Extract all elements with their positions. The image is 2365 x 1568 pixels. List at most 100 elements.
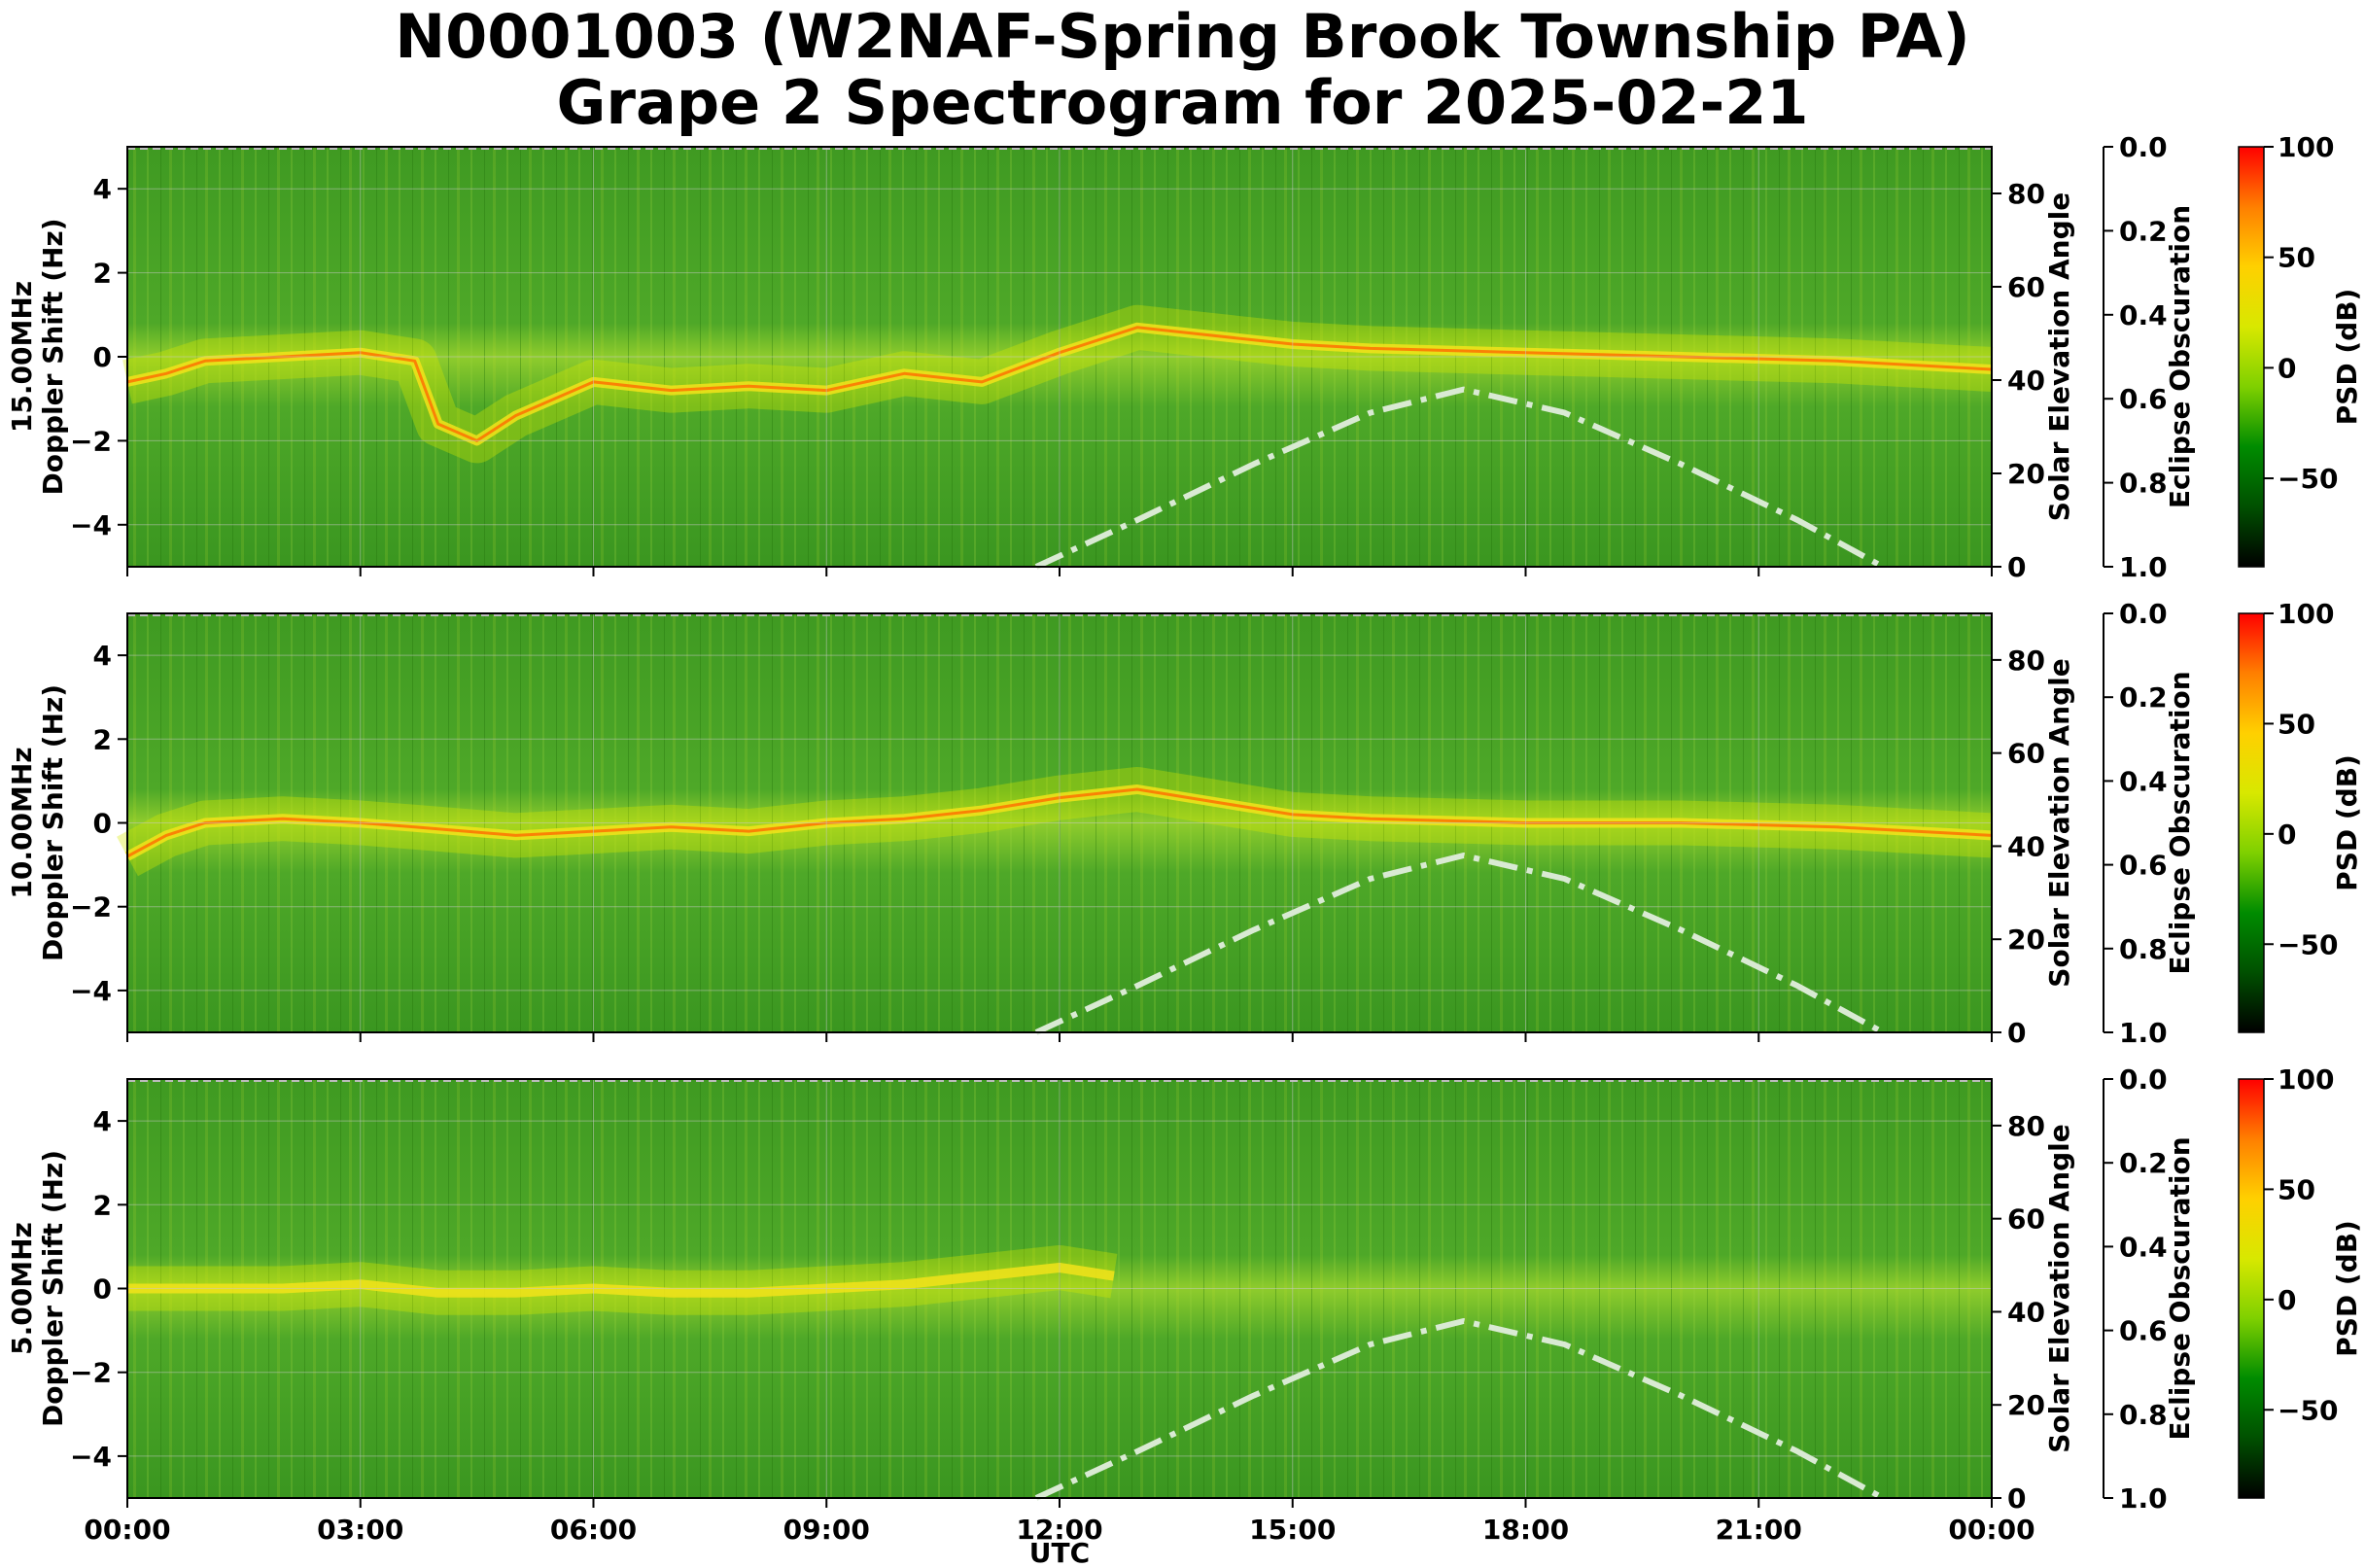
y-axis-label-doppler: Doppler Shift (Hz) (37, 1150, 69, 1427)
solar-elevation-curve (1034, 386, 1885, 570)
figure-title-line2: Grape 2 Spectrogram for 2025-02-21 (556, 67, 1809, 138)
colorbar-tick-label: −50 (2278, 928, 2338, 960)
colorbar (2238, 612, 2265, 1033)
y-axis-label-frequency: 10.00MHz (6, 747, 38, 898)
x-axis-label: UTC (1029, 1537, 1090, 1568)
y-tick-label: −2 (70, 1357, 112, 1389)
colorbar-tick-label: 100 (2278, 598, 2334, 630)
doppler-trace (127, 1263, 1115, 1298)
y3-tick-label: 0.6 (2119, 383, 2168, 415)
colorbar-label: PSD (dB) (2331, 754, 2363, 891)
y-tick-label: 2 (93, 1189, 112, 1221)
y3-axis-label: Eclipse Obscuration (2164, 205, 2196, 508)
y3-tick-label: 0.2 (2119, 681, 2168, 714)
y3-tick-label: 0.4 (2119, 765, 2168, 797)
y-tick-label: 4 (93, 173, 112, 205)
x-tick-label: 03:00 (317, 1514, 403, 1546)
x-tick-label: 00:00 (1948, 1514, 2035, 1546)
y3-tick-label: 1.0 (2119, 1017, 2168, 1049)
y-axis-label-doppler: Doppler Shift (Hz) (37, 218, 69, 495)
spectrogram-panel: 420−2−415.00MHz Doppler Shift (Hz)8060402… (6, 131, 2363, 583)
colorbar (2238, 146, 2265, 568)
y-axis-label-frequency: 5.00MHz (6, 1222, 38, 1355)
x-tick-label: 21:00 (1716, 1514, 1802, 1546)
y-tick-label: 2 (93, 258, 112, 290)
y3-tick-label: 0.4 (2119, 299, 2168, 331)
y2-axis-label: Solar Elevation Angle (2043, 658, 2075, 987)
x-tick-label: 18:00 (1482, 1514, 1569, 1546)
colorbar-label: PSD (dB) (2331, 1220, 2363, 1357)
colorbar-tick-label: 100 (2278, 1063, 2334, 1096)
y3-tick-label: 1.0 (2119, 551, 2168, 583)
y-tick-label: −2 (70, 891, 112, 923)
y3-axis-label: Eclipse Obscuration (2164, 671, 2196, 974)
y2-tick-label: 0 (2007, 1482, 2026, 1515)
solar-elevation-curve (1034, 853, 1885, 1035)
colorbar-label: PSD (dB) (2331, 289, 2363, 426)
y2-tick-label: 40 (2007, 1296, 2045, 1328)
y3-tick-label: 0.6 (2119, 1315, 2168, 1347)
x-tick-label: 09:00 (783, 1514, 870, 1546)
y3-tick-label: 0.0 (2119, 131, 2168, 163)
colorbar-tick-label: 0 (2278, 1284, 2296, 1316)
y-tick-label: 0 (93, 341, 112, 373)
y-tick-label: 0 (93, 1273, 112, 1306)
y3-tick-label: 0.2 (2119, 215, 2168, 247)
y3-tick-label: 0.6 (2119, 850, 2168, 882)
y2-tick-label: 0 (2007, 1017, 2026, 1049)
y2-tick-label: 80 (2007, 178, 2045, 210)
colorbar-tick-label: 50 (2278, 1173, 2315, 1205)
y-tick-label: −4 (70, 1441, 112, 1473)
y-axis-label-doppler: Doppler Shift (Hz) (37, 684, 69, 961)
x-tick-label: 06:00 (550, 1514, 637, 1546)
y2-tick-label: 20 (2007, 923, 2045, 956)
doppler-trace-core (126, 326, 1993, 442)
y2-tick-label: 0 (2007, 551, 2026, 583)
y2-tick-label: 40 (2007, 830, 2045, 862)
x-tick-label: 12:00 (1016, 1514, 1102, 1546)
colorbar-tick-label: 0 (2278, 352, 2296, 384)
y-tick-label: 4 (93, 640, 112, 672)
y3-tick-label: 0.2 (2119, 1147, 2168, 1179)
colorbar-tick-label: −50 (2278, 463, 2338, 495)
y2-tick-label: 20 (2007, 458, 2045, 490)
y3-tick-label: 0.8 (2119, 1399, 2168, 1431)
y3-tick-label: 0.8 (2119, 933, 2168, 965)
y2-tick-label: 20 (2007, 1389, 2045, 1421)
spectrogram-panel: 420−2−410.00MHz Doppler Shift (Hz)8060402… (6, 598, 2363, 1049)
y-axis-label-frequency: 15.00MHz (6, 281, 38, 433)
y3-tick-label: 1.0 (2119, 1482, 2168, 1515)
y2-tick-label: 60 (2007, 1203, 2045, 1236)
y3-axis-label: Eclipse Obscuration (2164, 1136, 2196, 1440)
y2-axis-label: Solar Elevation Angle (2043, 192, 2075, 521)
doppler-trace-core (126, 787, 1993, 858)
y2-tick-label: 80 (2007, 645, 2045, 677)
colorbar-tick-label: 50 (2278, 708, 2315, 740)
y2-tick-label: 40 (2007, 365, 2045, 397)
y3-tick-label: 0.0 (2119, 1063, 2168, 1096)
colorbar-tick-label: 100 (2278, 131, 2334, 163)
y-tick-label: −4 (70, 509, 112, 541)
figure-title-line1: N0001003 (W2NAF-Spring Brook Township PA… (395, 1, 1970, 72)
colorbar-tick-label: −50 (2278, 1394, 2338, 1426)
y2-tick-label: 80 (2007, 1110, 2045, 1142)
y3-tick-label: 0.8 (2119, 468, 2168, 500)
y2-tick-label: 60 (2007, 738, 2045, 770)
y-tick-label: −2 (70, 425, 112, 457)
colorbar (2238, 1078, 2265, 1499)
y-tick-label: 4 (93, 1105, 112, 1137)
y-tick-label: −4 (70, 975, 112, 1007)
spectrogram-panel: 420−2−45.00MHz Doppler Shift (Hz)80604020… (6, 1063, 2363, 1568)
y-tick-label: 0 (93, 808, 112, 840)
y2-tick-label: 60 (2007, 271, 2045, 303)
x-tick-label: 15:00 (1249, 1514, 1336, 1546)
colorbar-tick-label: 50 (2278, 242, 2315, 274)
y2-axis-label: Solar Elevation Angle (2043, 1124, 2075, 1452)
y-tick-label: 2 (93, 723, 112, 755)
y3-tick-label: 0.4 (2119, 1231, 2168, 1263)
solar-elevation-curve (1034, 1318, 1885, 1501)
x-tick-label: 00:00 (84, 1514, 170, 1546)
figure-title: N0001003 (W2NAF-Spring Brook Township PA… (0, 4, 2365, 136)
y3-tick-label: 0.0 (2119, 598, 2168, 630)
